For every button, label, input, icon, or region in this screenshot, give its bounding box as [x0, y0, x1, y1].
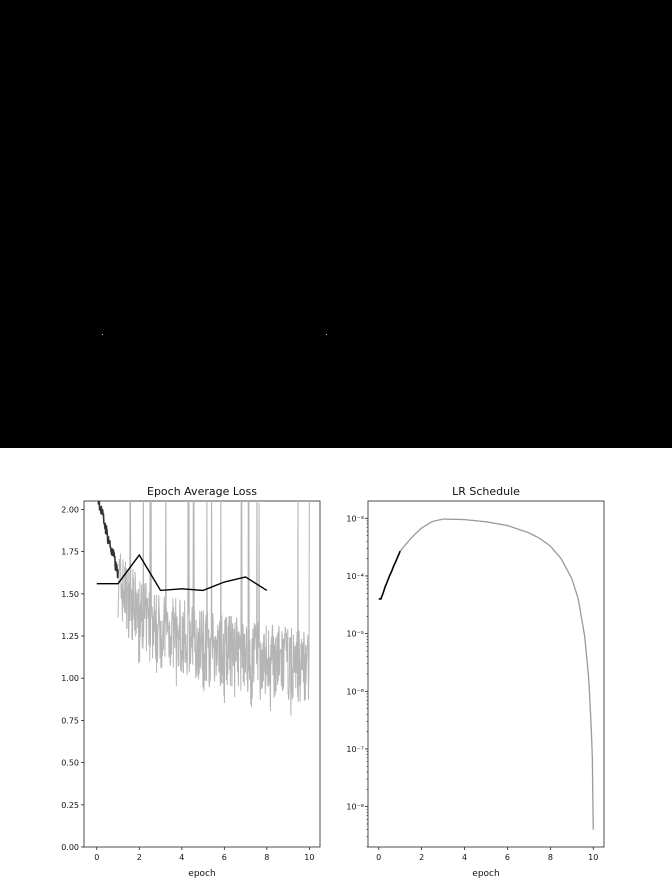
lr-ytick-label: 10⁻⁸ [346, 803, 364, 812]
black-region-dot-right [326, 334, 327, 335]
loss-xtick-label: 4 [179, 853, 184, 862]
loss-chart-axes: 0 2 4 6 8 10 0.00 0.25 0.50 0.75 1.00 1.25 1.50 1.75 2… [61, 505, 314, 862]
loss-chart-frame [83, 500, 321, 848]
loss-warmup-series [97, 501, 119, 579]
loss-xtick-label: 2 [137, 853, 142, 862]
black-region [0, 0, 672, 448]
lr-chart-frame [367, 500, 605, 848]
lr-schedule-series [399, 518, 594, 830]
loss-chart-title: Epoch Average Loss [147, 485, 257, 498]
loss-xtick-label: 6 [222, 853, 227, 862]
loss-xtick-label: 8 [264, 853, 269, 862]
loss-chart-series [96, 501, 310, 716]
loss-step-series [117, 501, 310, 716]
loss-xtick-label: 0 [94, 853, 99, 862]
lr-chart-axes: 0 2 4 6 8 10 10⁻³ 10⁻⁴ 10⁻⁵ 10⁻⁶ 10⁻⁷ 10⁻⁸ [346, 514, 598, 862]
lr-chart-title: LR Schedule [452, 485, 520, 498]
loss-ytick-label: 0.00 [61, 843, 79, 852]
loss-ytick-label: 1.00 [61, 674, 79, 683]
loss-ytick-label: 1.25 [61, 632, 79, 641]
lr-chart-xlabel: epoch [472, 869, 499, 879]
lr-ytick-label: 10⁻⁴ [346, 572, 364, 581]
loss-ytick-label: 2.00 [61, 505, 79, 514]
lr-xtick-label: 2 [419, 853, 424, 862]
lr-xtick-label: 6 [505, 853, 510, 862]
loss-ytick-label: 0.75 [61, 716, 79, 725]
lr-xtick-label: 4 [462, 853, 467, 862]
lr-xtick-label: 8 [548, 853, 553, 862]
lr-xtick-label: 0 [376, 853, 381, 862]
lr-ytick-label: 10⁻⁷ [346, 745, 364, 754]
lr-chart-series [378, 518, 594, 830]
lr-ytick-label: 10⁻³ [346, 514, 364, 523]
loss-ytick-label: 1.50 [61, 590, 79, 599]
loss-ytick-label: 0.25 [61, 801, 79, 810]
loss-ytick-label: 0.50 [61, 759, 79, 768]
black-region-dot-left [102, 334, 103, 335]
lr-warmup-series [378, 550, 401, 600]
loss-epoch-average-series [96, 553, 268, 592]
lr-ytick-label: 10⁻⁶ [346, 687, 364, 696]
loss-chart-xlabel: epoch [188, 869, 215, 879]
loss-ytick-label: 1.75 [61, 548, 79, 557]
lr-ytick-label: 10⁻⁵ [346, 630, 364, 639]
loss-xtick-label: 10 [304, 853, 314, 862]
lr-xtick-label: 10 [588, 853, 598, 862]
